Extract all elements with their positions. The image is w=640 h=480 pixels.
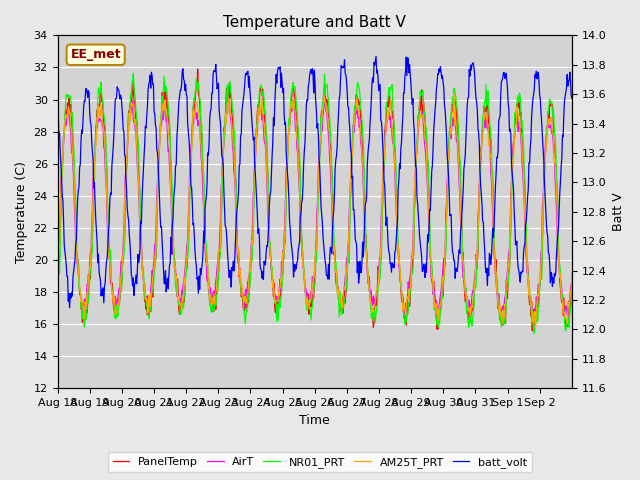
NR01_PRT: [114, 313, 122, 319]
PanelTemp: [368, 311, 376, 316]
PanelTemp: [114, 305, 122, 311]
AM25T_PRT: [532, 324, 540, 330]
batt_volt: [115, 87, 122, 93]
X-axis label: Time: Time: [300, 414, 330, 427]
Line: AirT: AirT: [58, 99, 572, 318]
Legend: PanelTemp, AirT, NR01_PRT, AM25T_PRT, batt_volt: PanelTemp, AirT, NR01_PRT, AM25T_PRT, ba…: [108, 452, 532, 472]
AM25T_PRT: [114, 300, 122, 305]
AM25T_PRT: [209, 301, 216, 307]
AirT: [397, 282, 404, 288]
AM25T_PRT: [396, 271, 404, 276]
batt_volt: [372, 53, 380, 59]
batt_volt: [254, 230, 262, 236]
AM25T_PRT: [234, 251, 242, 256]
NR01_PRT: [54, 279, 61, 285]
AM25T_PRT: [568, 269, 576, 275]
AirT: [254, 110, 262, 116]
PanelTemp: [568, 272, 576, 278]
AM25T_PRT: [253, 123, 261, 129]
AirT: [235, 260, 243, 265]
batt_volt: [368, 80, 376, 85]
batt_volt: [397, 140, 405, 145]
Line: PanelTemp: PanelTemp: [58, 69, 572, 331]
PanelTemp: [397, 284, 404, 289]
batt_volt: [54, 110, 61, 116]
NR01_PRT: [254, 101, 262, 107]
PanelTemp: [54, 273, 61, 278]
Line: AM25T_PRT: AM25T_PRT: [58, 94, 572, 327]
PanelTemp: [194, 66, 202, 72]
AM25T_PRT: [450, 91, 458, 97]
AirT: [368, 303, 376, 309]
AirT: [209, 294, 216, 300]
AirT: [54, 267, 61, 273]
NR01_PRT: [129, 71, 137, 76]
batt_volt: [209, 72, 217, 78]
NR01_PRT: [531, 331, 538, 336]
PanelTemp: [235, 247, 243, 253]
PanelTemp: [209, 305, 217, 311]
Line: batt_volt: batt_volt: [58, 56, 572, 308]
batt_volt: [235, 189, 243, 195]
AirT: [114, 298, 122, 303]
Y-axis label: Batt V: Batt V: [612, 192, 625, 231]
batt_volt: [66, 305, 74, 311]
AM25T_PRT: [367, 300, 375, 306]
NR01_PRT: [209, 308, 217, 314]
NR01_PRT: [568, 288, 576, 294]
PanelTemp: [529, 328, 536, 334]
Text: EE_met: EE_met: [70, 48, 121, 61]
Title: Temperature and Batt V: Temperature and Batt V: [223, 15, 406, 30]
AirT: [568, 280, 576, 286]
PanelTemp: [254, 102, 262, 108]
NR01_PRT: [397, 282, 404, 288]
AirT: [530, 315, 538, 321]
batt_volt: [568, 96, 576, 101]
NR01_PRT: [368, 307, 376, 313]
Line: NR01_PRT: NR01_PRT: [58, 73, 572, 334]
AirT: [225, 96, 232, 102]
AM25T_PRT: [54, 260, 61, 265]
Y-axis label: Temperature (C): Temperature (C): [15, 161, 28, 263]
NR01_PRT: [235, 252, 243, 257]
